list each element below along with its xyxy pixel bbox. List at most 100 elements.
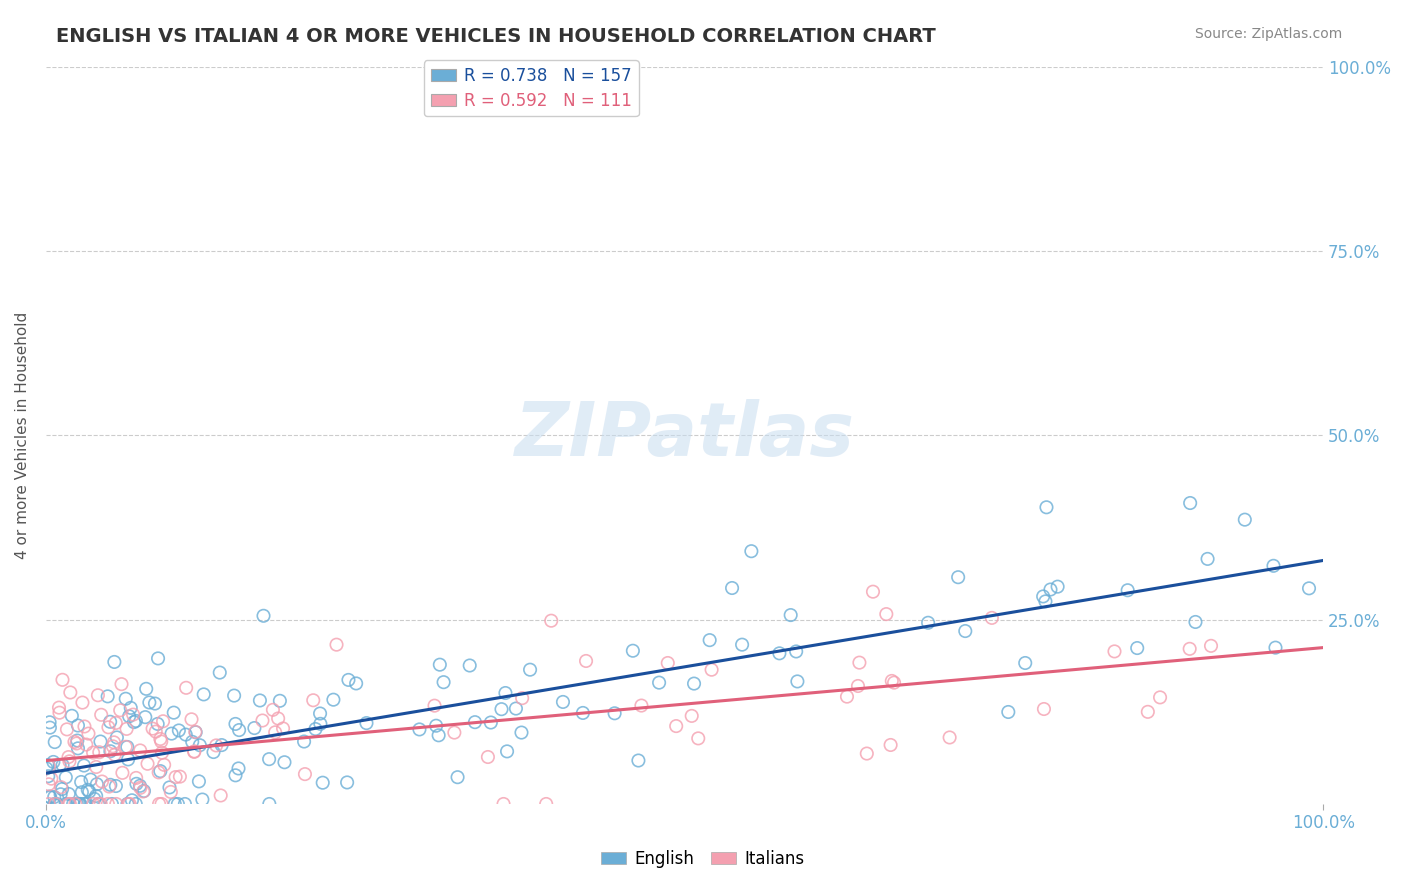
- Text: Source: ZipAtlas.com: Source: ZipAtlas.com: [1195, 27, 1343, 41]
- Point: [142, 722, 165, 736]
- Point: [129, 743, 152, 757]
- Point: [58, 750, 80, 764]
- Point: [425, 719, 447, 733]
- Point: [84, 789, 107, 803]
- Point: [938, 731, 960, 745]
- Point: [1197, 552, 1219, 566]
- Point: [87, 797, 110, 811]
- Point: [302, 693, 325, 707]
- Point: [163, 706, 186, 720]
- Point: [423, 698, 446, 713]
- Point: [104, 715, 127, 730]
- Point: [356, 716, 378, 731]
- Point: [98, 778, 121, 792]
- Point: [193, 687, 215, 701]
- Point: [627, 754, 650, 768]
- Point: [1149, 690, 1171, 705]
- Point: [82, 746, 104, 760]
- Point: [432, 675, 454, 690]
- Point: [38, 721, 60, 735]
- Point: [108, 703, 131, 717]
- Point: [494, 686, 516, 700]
- Point: [73, 797, 96, 811]
- Point: [120, 701, 142, 715]
- Point: [101, 797, 124, 811]
- Point: [87, 797, 110, 811]
- Point: [62, 797, 84, 811]
- Point: [603, 706, 626, 721]
- Point: [322, 692, 344, 706]
- Point: [879, 738, 901, 752]
- Point: [66, 741, 89, 756]
- Point: [134, 710, 156, 724]
- Point: [115, 722, 138, 736]
- Point: [91, 774, 114, 789]
- Point: [208, 665, 231, 680]
- Point: [73, 758, 96, 772]
- Point: [48, 700, 70, 714]
- Point: [980, 611, 1002, 625]
- Point: [848, 656, 870, 670]
- Point: [143, 697, 166, 711]
- Point: [105, 731, 128, 745]
- Point: [59, 797, 82, 811]
- Point: [1298, 582, 1320, 596]
- Point: [66, 718, 89, 732]
- Point: [37, 769, 59, 783]
- Point: [77, 726, 100, 740]
- Point: [786, 674, 808, 689]
- Point: [149, 764, 172, 778]
- Point: [69, 797, 91, 811]
- Point: [73, 719, 96, 733]
- Point: [209, 789, 232, 803]
- Point: [48, 758, 70, 772]
- Point: [167, 797, 190, 811]
- Point: [883, 675, 905, 690]
- Point: [159, 780, 181, 795]
- Point: [202, 745, 225, 759]
- Point: [90, 707, 112, 722]
- Point: [785, 644, 807, 658]
- Point: [211, 738, 233, 752]
- Point: [1263, 558, 1285, 573]
- Point: [262, 703, 284, 717]
- Point: [946, 570, 969, 584]
- Point: [59, 685, 82, 699]
- Point: [768, 646, 790, 660]
- Point: [174, 728, 197, 742]
- Point: [150, 734, 173, 748]
- Point: [427, 728, 450, 742]
- Point: [153, 757, 176, 772]
- Point: [70, 785, 93, 799]
- Point: [83, 792, 105, 806]
- Point: [97, 720, 120, 734]
- Point: [75, 797, 97, 811]
- Point: [103, 655, 125, 669]
- Point: [101, 739, 124, 754]
- Point: [1116, 583, 1139, 598]
- Point: [51, 782, 73, 797]
- Point: [105, 797, 128, 811]
- Point: [89, 745, 111, 759]
- Point: [779, 608, 801, 623]
- Point: [224, 689, 246, 703]
- Point: [1184, 615, 1206, 629]
- Point: [84, 760, 107, 774]
- Point: [273, 756, 295, 770]
- Point: [621, 644, 644, 658]
- Point: [146, 717, 169, 731]
- Point: [66, 733, 89, 747]
- Point: [98, 714, 121, 729]
- Point: [63, 735, 86, 749]
- Point: [630, 698, 652, 713]
- Point: [181, 735, 204, 749]
- Point: [846, 679, 869, 693]
- Point: [205, 739, 228, 753]
- Point: [111, 765, 134, 780]
- Point: [267, 711, 290, 725]
- Point: [657, 656, 679, 670]
- Point: [135, 681, 157, 696]
- Point: [408, 723, 430, 737]
- Point: [118, 797, 141, 811]
- Point: [66, 797, 89, 811]
